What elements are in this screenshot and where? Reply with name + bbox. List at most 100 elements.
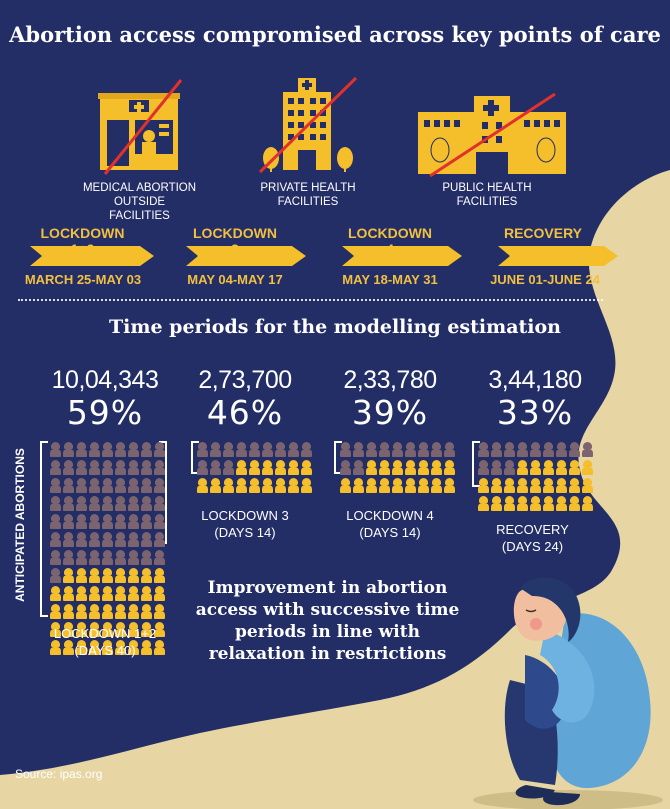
person-figure-gold [504,478,515,493]
person-figure-gold [63,604,74,619]
group-label-lockdown-1-2: LOCKDOWN 1+2 (DAYS 40) [45,625,165,659]
person-figure-grey [76,532,87,547]
person-figure-grey [63,478,74,493]
person-figure-grey [102,442,113,457]
person-figure-grey [154,496,165,511]
person-figure-grey [236,442,247,457]
figure-grid-recovery [478,442,593,511]
group-label-line1: LOCKDOWN 3 [201,508,289,523]
person-figure-gold [288,478,299,493]
person-figure-gold [431,478,442,493]
person-figure-grey [89,442,100,457]
person-figure-gold [517,460,528,475]
person-figure-grey [50,532,61,547]
person-figure-grey [50,496,61,511]
person-figure-grey [504,442,515,457]
improvement-note: Improvement in abortion access with succ… [195,578,460,664]
person-figure-gold [210,478,221,493]
person-figure-grey [569,442,580,457]
person-figure-gold [50,604,61,619]
figure-grid-lockdown-1-2 [50,442,165,655]
person-figure-gold [89,640,100,655]
person-figure-gold [366,460,377,475]
bracket-lockdown-4 [334,441,342,474]
person-figure-gold [76,622,87,637]
person-figure-gold [275,478,286,493]
person-figure-gold [444,460,455,475]
person-figure-grey [141,460,152,475]
person-figure-gold [543,460,554,475]
person-figure-gold [262,460,273,475]
person-figure-gold [128,568,139,583]
source-credit: Source: ipas.org [15,767,103,781]
person-figure-gold [418,460,429,475]
person-figure-grey [115,478,126,493]
person-figure-grey [154,460,165,475]
person-figure-gold [102,568,113,583]
person-figure-grey [582,442,593,457]
axis-label-anticipated-abortions: ANTICIPATED ABORTIONS [13,448,27,602]
person-figure-grey [210,442,221,457]
person-figure-gold [431,460,442,475]
estimate-percent-lockdown-1-2: 59% [66,393,144,432]
figure-grid-lockdown-4 [340,442,455,493]
person-figure-grey [405,442,416,457]
person-figure-gold [288,460,299,475]
person-figure-gold [141,604,152,619]
person-figure-gold [340,478,351,493]
person-figure-grey [444,442,455,457]
navy-panel [0,0,670,775]
person-figure-grey [288,442,299,457]
person-figure-grey [76,514,87,529]
person-figure-gold [128,604,139,619]
person-figure-grey [63,514,74,529]
person-figure-gold [154,568,165,583]
person-figure-grey [141,532,152,547]
group-label-lockdown-3: LOCKDOWN 3 (DAYS 14) [190,507,300,541]
person-figure-grey [223,460,234,475]
group-label-line1: LOCKDOWN 1+2 [53,626,157,641]
timeline-arrow-1 [30,246,154,266]
person-figure-gold [141,622,152,637]
phase-name-recovery: RECOVERY [503,225,583,241]
person-figure-grey [141,496,152,511]
person-figure-gold [491,496,502,511]
group-label-line2: (DAYS 24) [501,539,564,554]
person-figure-grey [141,478,152,493]
person-figure-grey [50,514,61,529]
person-figure-grey [249,442,260,457]
person-figure-gold [491,478,502,493]
phase-dates-recovery: JUNE 01-JUNE 24 [490,272,600,287]
person-figure-grey [154,514,165,529]
person-figure-grey [223,442,234,457]
person-figure-gold [128,622,139,637]
person-figure-gold [262,478,273,493]
person-figure-grey [340,442,351,457]
person-figure-gold [556,478,567,493]
person-figure-gold [249,460,260,475]
page-title: Abortion access compromised across key p… [9,22,661,47]
person-figure-gold [76,568,87,583]
person-figure-grey [63,532,74,547]
person-figure-gold [478,478,489,493]
person-figure-gold [530,496,541,511]
person-figure-grey [102,478,113,493]
person-figure-gold [223,478,234,493]
facility-label-medical-abortion: MEDICAL ABORTION OUTSIDE FACILITIES [82,182,197,222]
person-figure-grey [50,460,61,475]
phase-dates-lockdown-1-2: MARCH 25-MAY 03 [24,272,142,287]
person-figure-gold [301,478,312,493]
estimate-percent-recovery: 33% [496,393,574,432]
person-figure-gold [89,586,100,601]
person-figure-gold [392,460,403,475]
person-figure-grey [543,442,554,457]
facility-label-private: PRIVATE HEALTH FACILITIES [260,182,356,208]
estimate-count-lockdown-3: 2,73,700 [198,366,292,394]
person-figure-grey [128,442,139,457]
person-figure-gold [582,496,593,511]
person-figure-grey [50,478,61,493]
group-label-line1: LOCKDOWN 4 [346,508,434,523]
person-figure-gold [366,478,377,493]
person-figure-grey [76,550,87,565]
person-figure-gold [582,460,593,475]
